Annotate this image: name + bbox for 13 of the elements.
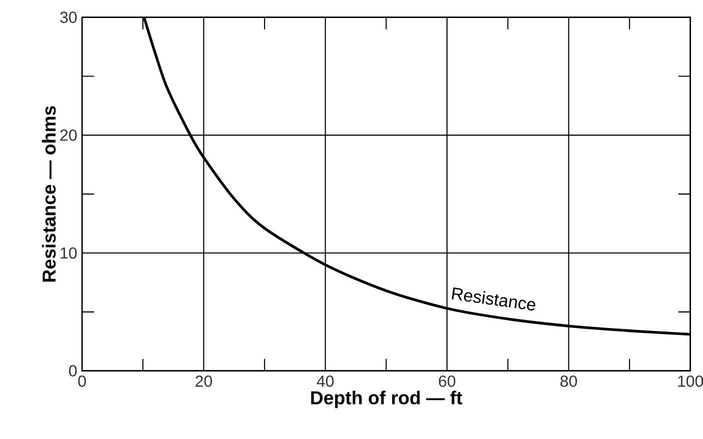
y-tick-label: 20: [60, 130, 77, 141]
x-tick-label: 100: [678, 376, 703, 387]
y-axis-title: Resistance — ohms: [42, 106, 56, 282]
x-tick-label: 0: [78, 376, 86, 387]
text: Resistance: [452, 287, 536, 311]
x-tick-label: 80: [560, 376, 577, 387]
x-tick-label: 20: [196, 376, 212, 387]
y-tick-label: 10: [60, 247, 77, 259]
x-axis-title: Depth of rod — ft: [311, 390, 462, 408]
y-tick-label: 0: [69, 365, 77, 377]
x-tick-label: 60: [438, 376, 456, 387]
x-tick-label: 40: [316, 376, 334, 387]
y-tick-label: 30: [60, 12, 77, 24]
